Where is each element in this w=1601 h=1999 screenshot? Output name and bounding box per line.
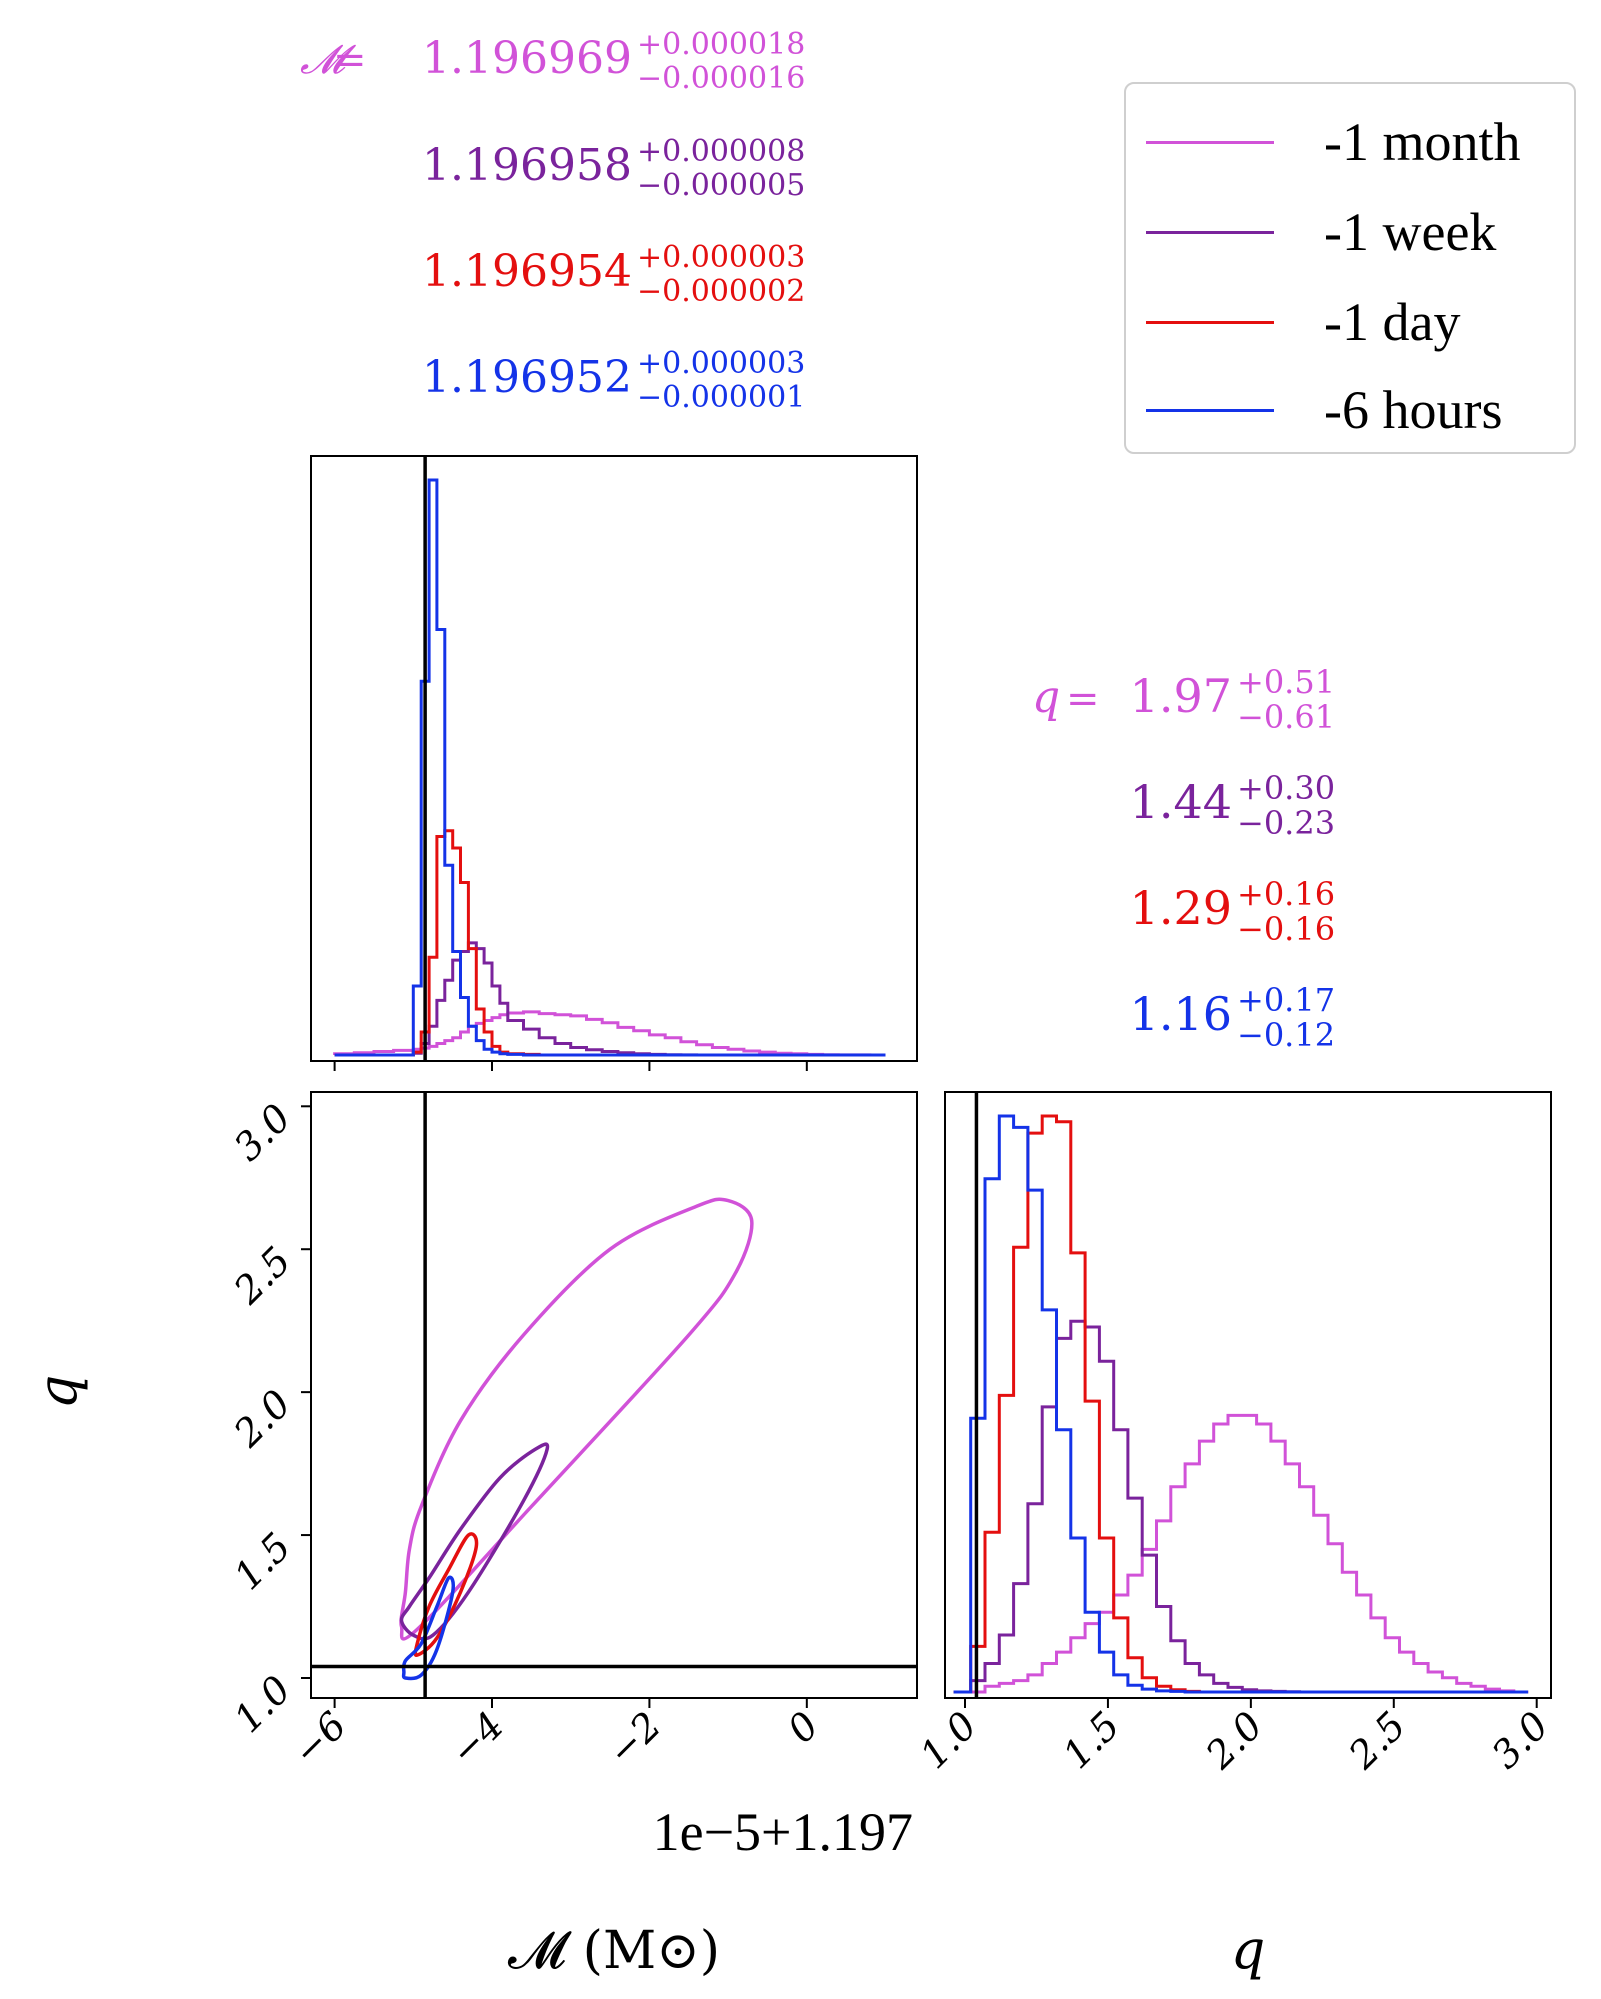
legend-label-month: -1 month xyxy=(1324,112,1521,172)
mc-x-tick-label: −4 xyxy=(442,1703,513,1774)
mc-title-plus: +0.000003 xyxy=(637,346,805,381)
mc-title-value: 1.196958 xyxy=(422,140,632,191)
contour-layer xyxy=(399,1197,754,1681)
mc-title-eq: = xyxy=(333,37,367,83)
q-x-tick-label: 2.0 xyxy=(1197,1703,1272,1778)
q-title-plus: +0.17 xyxy=(1237,981,1335,1019)
x-axis-label-mc: 𝓜 (M⊙) xyxy=(508,1921,720,1981)
legend-line-day xyxy=(1146,321,1274,324)
q-hist-series-1-day xyxy=(953,1114,1529,1694)
mc-hist-panel xyxy=(310,455,918,1062)
legend-item-week: -1 week xyxy=(1126,202,1574,262)
contour-1-week xyxy=(399,1442,550,1641)
q-title-value: 1.44 xyxy=(1130,775,1232,829)
mc-hist-series-1-month xyxy=(333,1010,886,1057)
q-title-value: 1.29 xyxy=(1130,881,1232,935)
q-y-tick-label: 1.5 xyxy=(226,1524,300,1598)
q-title-minus: −0.12 xyxy=(1237,1016,1335,1054)
q-title-plus: +0.16 xyxy=(1237,875,1335,913)
x-axis-label-q: q xyxy=(1231,1918,1266,1981)
q-y-tick-label: 2.0 xyxy=(225,1381,300,1456)
q-hist-panel xyxy=(944,1091,1552,1699)
q-title-block: q = 1.97 +0.51 −0.61 1.44 +0.30 −0.23 1.… xyxy=(1032,663,1335,1054)
q-x-tick-label: 1.0 xyxy=(912,1703,986,1777)
mc-title-minus: −0.000002 xyxy=(637,274,805,309)
mc-title-plus: +0.000018 xyxy=(637,27,805,62)
mc-hist-layer xyxy=(333,478,886,1057)
mc-title-minus: −0.000005 xyxy=(637,168,805,203)
joint-panel xyxy=(310,1091,918,1699)
q-hist-series-1-week xyxy=(953,1319,1529,1694)
legend-line-month xyxy=(1146,141,1274,144)
q-x-tick-label: 2.5 xyxy=(1340,1703,1415,1778)
q-title-minus: −0.23 xyxy=(1237,804,1335,842)
q-title-minus: −0.16 xyxy=(1237,910,1335,948)
mc-title-plus: +0.000003 xyxy=(637,240,805,275)
mc-title-minus: −0.000001 xyxy=(637,380,805,415)
mc-title-block: 𝓜 = 1.196969 +0.000018 −0.000016 1.19695… xyxy=(300,27,805,415)
legend-line-hours xyxy=(1146,409,1274,412)
mc-title-value: 1.196969 xyxy=(422,33,632,84)
truth-layer xyxy=(311,456,979,1698)
q-title-value: 1.16 xyxy=(1130,987,1232,1041)
legend-item-day: -1 day xyxy=(1126,292,1574,352)
mc-x-tick-label: 0 xyxy=(779,1703,827,1751)
q-title-eq: = xyxy=(1066,676,1100,722)
mc-title-value: 1.196952 xyxy=(422,352,632,403)
q-hist-layer xyxy=(953,1114,1529,1694)
q-y-tick-label: 3.0 xyxy=(226,1096,300,1170)
offset-text: 1e−5+1.197 xyxy=(653,1802,913,1862)
contour-6-hours xyxy=(401,1575,456,1681)
q-title-value: 1.97 xyxy=(1130,669,1232,723)
mc-hist-series-1-week xyxy=(334,941,886,1057)
y-axis-label-q: q xyxy=(26,1375,89,1410)
contour-1-month xyxy=(399,1197,754,1641)
q-x-tick-label: 1.5 xyxy=(1054,1703,1128,1777)
legend-label-day: -1 day xyxy=(1324,292,1461,352)
legend-label-hours: -6 hours xyxy=(1324,380,1503,440)
q-y-tick-label: 2.5 xyxy=(225,1238,300,1313)
q-title-minus: −0.61 xyxy=(1237,698,1335,736)
q-title-plus: +0.30 xyxy=(1237,769,1335,807)
q-y-tick-label: 1.0 xyxy=(226,1667,300,1741)
legend-item-hours: -6 hours xyxy=(1126,380,1574,440)
q-hist-series-6-hours xyxy=(953,1114,1529,1694)
legend-item-month: -1 month xyxy=(1126,112,1574,172)
mc-title-value: 1.196954 xyxy=(422,246,632,297)
mc-hist-series-6-hours xyxy=(334,478,886,1057)
q-hist-series-1-month xyxy=(953,1413,1529,1694)
mc-title-minus: −0.000016 xyxy=(637,61,805,96)
mc-x-tick-label: −2 xyxy=(599,1703,670,1774)
q-title-symbol: q xyxy=(1032,672,1060,723)
legend-line-week xyxy=(1146,231,1274,234)
q-x-tick-label: 3.0 xyxy=(1483,1703,1557,1777)
q-title-plus: +0.51 xyxy=(1237,663,1335,701)
legend: -1 month -1 week -1 day -6 hours xyxy=(1124,82,1576,454)
mc-title-plus: +0.000008 xyxy=(637,134,805,169)
mc-x-tick-label: −6 xyxy=(284,1703,355,1774)
legend-label-week: -1 week xyxy=(1324,202,1497,262)
